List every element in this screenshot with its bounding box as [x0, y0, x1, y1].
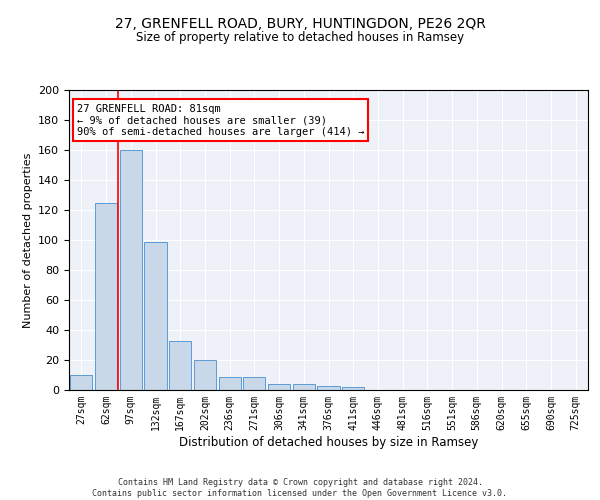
Bar: [243, 376, 265, 390]
Bar: [169, 340, 191, 390]
Bar: [218, 376, 241, 390]
Text: 27 GRENFELL ROAD: 81sqm
← 9% of detached houses are smaller (39)
90% of semi-det: 27 GRENFELL ROAD: 81sqm ← 9% of detached…: [77, 104, 364, 136]
Bar: [293, 384, 315, 390]
Bar: [317, 386, 340, 390]
Bar: [342, 387, 364, 390]
Bar: [268, 384, 290, 390]
Text: Size of property relative to detached houses in Ramsey: Size of property relative to detached ho…: [136, 31, 464, 44]
Bar: [70, 375, 92, 390]
Bar: [95, 202, 117, 390]
Bar: [194, 360, 216, 390]
Bar: [119, 150, 142, 390]
Text: Contains HM Land Registry data © Crown copyright and database right 2024.
Contai: Contains HM Land Registry data © Crown c…: [92, 478, 508, 498]
Y-axis label: Number of detached properties: Number of detached properties: [23, 152, 32, 328]
X-axis label: Distribution of detached houses by size in Ramsey: Distribution of detached houses by size …: [179, 436, 478, 448]
Bar: [145, 242, 167, 390]
Text: 27, GRENFELL ROAD, BURY, HUNTINGDON, PE26 2QR: 27, GRENFELL ROAD, BURY, HUNTINGDON, PE2…: [115, 18, 485, 32]
